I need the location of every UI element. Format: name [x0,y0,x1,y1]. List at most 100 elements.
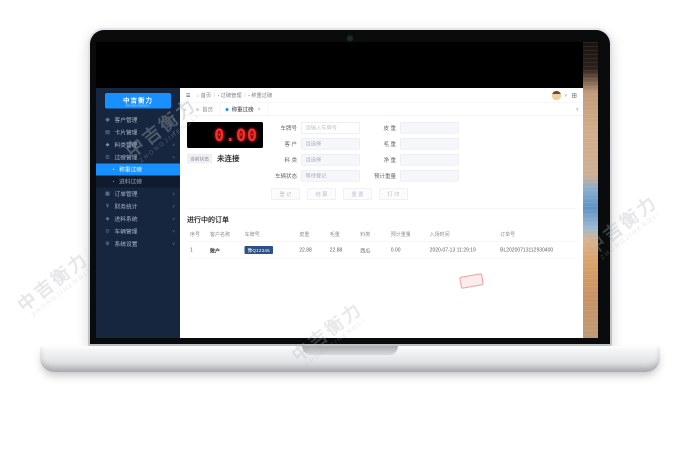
col-entry-time: 入场时间 [426,226,498,242]
cell-plate: 豫Q12345 [241,241,297,259]
settle-button[interactable]: 结 算 [307,188,336,200]
action-buttons: 登 记 结 算 重 置 打 印 [271,188,576,200]
tab-scroll-left-icon[interactable]: ‹ [184,105,187,114]
col-seq: 序号 [187,226,207,242]
vehicle-icon: ⊙ [105,228,110,235]
cell-gross: 22.88 [326,241,358,259]
close-icon[interactable]: × [257,106,261,113]
cell-expected: 0.00 [387,241,427,259]
navbar-right: ∨ ⊞ [551,90,577,101]
customer-input[interactable]: 请选择 [301,138,360,150]
customer-label: 客 户 [284,141,297,148]
order-icon: ▦ [105,191,110,197]
sidebar-item-cards[interactable]: ▤ 卡片管理 ∨ [105,129,175,136]
laptop-base-notch [302,346,398,355]
cell-order-no: BL20200713112930400 [497,241,576,259]
watermark: 中吉衡力 ZHONGJIHENGLI [14,248,94,319]
laptop-bezel: 中吉衡力 ZHONGJIHENGLI ◉ 客户管理 ∨ ▤ 卡片管理 ∨ [88,28,612,346]
net-input[interactable] [400,154,459,166]
chevron-down-icon: ∨ [172,117,175,123]
tab-home[interactable]: 首页 [190,103,220,116]
col-customer: 客户名称 [206,226,242,242]
laptop-screen: 中吉衡力 ZHONGJIHENGLI ◉ 客户管理 ∨ ▤ 卡片管理 ∨ [90,30,610,344]
weighing-submenu: • 称重过磅 • 进料过磅 [96,163,180,188]
vehicle-status-input[interactable]: 等待登记 [301,170,360,182]
chevron-down-icon: ∨ [172,191,175,197]
sidebar-item-settings[interactable]: ⚙ 系统设置 ∨ [105,241,175,248]
top-navbar: ≡ ⌂ 首页 / ▪ 过磅管理 [180,88,583,103]
chevron-down-icon: ∨ [564,93,568,98]
status-badge: 当前状态 [187,153,213,164]
chevron-down-icon: ∨ [172,229,175,234]
laptop-base [40,346,660,372]
chevron-up-icon: ∧ [172,155,175,160]
col-order-no: 订单号 [497,226,576,242]
gross-input[interactable] [400,138,459,150]
hamburger-icon[interactable]: ≡ [186,91,191,100]
tab-weigh-scale[interactable]: 称重过磅 × [220,103,268,116]
red-stamp [459,273,484,289]
breadcrumb-home[interactable]: ⌂ 首页 [196,92,212,99]
sidebar-item-vehicles[interactable]: ⊙ 车辆管理 ∨ [105,228,175,235]
cell-entry-time: 2020-07-13 11:29:19 [426,241,498,259]
connection-status: 未连接 [217,154,240,164]
card-icon: ▤ [105,129,110,136]
sidebar-item-feed-system[interactable]: ◈ 进料系统 ∨ [105,216,175,223]
col-expected: 预计重量 [387,226,427,242]
breadcrumb-weighing[interactable]: ▪ 过磅管理 [217,92,242,99]
sidebar-subitem-weigh-scale[interactable]: • 称重过磅 [96,163,180,176]
sidebar-subitem-feed-weigh[interactable]: • 进料过磅 [112,179,142,185]
avatar[interactable] [551,90,562,101]
sidebar-item-finance[interactable]: ¥ 财务统计 ∨ [96,200,180,213]
folder-icon: ▪ [217,92,220,98]
tare-label: 皮 重 [383,125,396,132]
chevron-down-icon: ∨ [172,142,175,148]
plate-input[interactable] [301,122,360,134]
expected-weight-input[interactable] [400,170,459,182]
dot-icon: • [112,167,115,172]
breadcrumb: ⌂ 首页 / ▪ 过磅管理 / ▪ [196,92,273,99]
brand-logo-text: 中吉衡力 [122,96,153,105]
tab-dropdown-icon[interactable]: ∨ [575,106,579,112]
material-input[interactable]: 请选择 [301,154,360,166]
col-tare: 皮重 [296,226,327,242]
sidebar-item-weighing[interactable]: ⊟ 过磅管理 ∧ [105,154,175,161]
laptop-display: 中吉衡力 ZHONGJIHENGLI ◉ 客户管理 ∨ ▤ 卡片管理 ∨ [96,42,598,338]
sidebar: 中吉衡力 ZHONGJIHENGLI ◉ 客户管理 ∨ ▤ 卡片管理 ∨ [96,88,180,338]
scale-icon: ⊟ [105,154,110,161]
chevron-down-icon: ∨ [172,130,175,135]
brand-logo[interactable]: 中吉衡力 ZHONGJIHENGLI [105,93,171,109]
vehicle-status-label: 车辆状态 [275,173,297,180]
material-icon: ◆ [105,142,110,148]
expected-weight-label: 预计重量 [374,173,396,180]
cell-seq: 1 [187,241,207,259]
breadcrumb-weigh-scale[interactable]: ▪ 称重过磅 [248,92,273,99]
register-button[interactable]: 登 记 [271,188,300,200]
chevron-down-icon: ∨ [172,204,175,209]
sidebar-item-customers[interactable]: ◉ 客户管理 ∨ [105,117,175,124]
weight-led-display: 0.00 [187,122,263,148]
table-header-row: 序号 客户名称 车牌号 皮重 毛重 料类 预计重量 入场时间 订单号 [187,226,576,242]
page-icon: ▪ [248,92,250,98]
col-plate: 车牌号 [241,226,297,242]
reset-button[interactable]: 重 置 [343,188,372,200]
brand-logo-subtext: ZHONGJIHENGLI [125,104,151,108]
tab-bar: ‹ 首页 称重过磅 × ∨ [180,103,583,116]
orders-section-title: 进行中的订单 [187,215,229,224]
gross-label: 毛 重 [383,141,396,148]
home-icon: ⌂ [196,92,200,98]
print-button[interactable]: 打 印 [379,188,408,200]
col-gross: 毛重 [326,226,358,242]
divider [187,208,576,209]
dot-icon: • [112,179,115,184]
tare-input[interactable] [400,122,459,134]
web-app: 中吉衡力 ZHONGJIHENGLI ◉ 客户管理 ∨ ▤ 卡片管理 ∨ [96,88,583,338]
weigh-form: 车牌号 皮 重 客 户 请选择 [271,122,459,182]
cell-customer: 散户 [206,241,242,259]
table-row[interactable]: 1 散户 豫Q12345 22.88 22.88 [187,241,576,259]
fullscreen-icon[interactable]: ⊞ [571,91,577,99]
chevron-down-icon: ∨ [172,241,175,247]
yuan-icon: ¥ [106,203,109,210]
sidebar-item-materials[interactable]: ◆ 料类管理 ∨ [105,142,175,149]
sidebar-item-orders[interactable]: ▦ 订单管理 ∨ [105,191,175,198]
